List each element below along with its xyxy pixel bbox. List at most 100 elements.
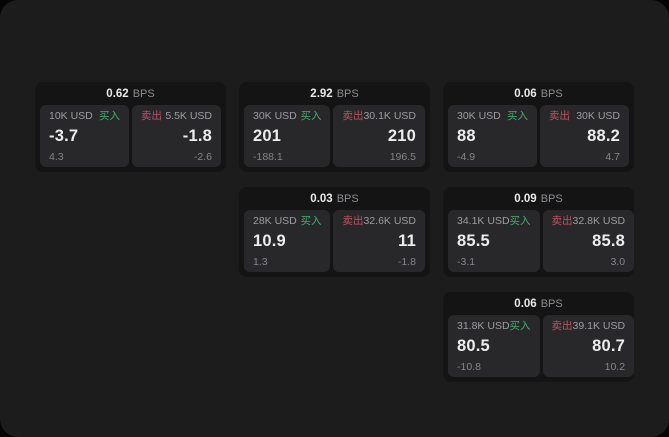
buy-size-label: 30K USD bbox=[253, 110, 297, 122]
sell-delta: 10.2 bbox=[604, 360, 626, 373]
quote-card: 2.92 BPS 30K USD 买入 201 -188.1 卖出 30.1K … bbox=[239, 82, 430, 172]
sell-panel-top: 卖出 32.8K USD bbox=[552, 216, 626, 227]
buy-tag: 买入 bbox=[300, 215, 322, 227]
sell-tag: 卖出 bbox=[551, 320, 573, 332]
bps-unit: BPS bbox=[540, 87, 563, 100]
sell-tag: 卖出 bbox=[551, 215, 573, 227]
sell-price: -1.8 bbox=[182, 127, 212, 146]
buy-panel-top: 30K USD 买入 bbox=[253, 111, 321, 122]
sell-panel[interactable]: 卖出 5.5K USD -1.8 -2.6 bbox=[132, 105, 221, 167]
spread-value: 2.92 bbox=[310, 87, 333, 100]
quote-panels: 30K USD 买入 88 -4.9 卖出 30K USD 88.2 4.7 bbox=[448, 105, 629, 167]
spread-header: 0.06 BPS bbox=[448, 82, 629, 105]
sell-price: 11 bbox=[398, 232, 416, 251]
buy-tag: 买入 bbox=[509, 215, 531, 227]
buy-delta: -3.1 bbox=[457, 255, 476, 268]
buy-size-label: 34.1K USD bbox=[457, 215, 510, 227]
buy-panel[interactable]: 28K USD 买入 10.9 1.3 bbox=[244, 210, 331, 272]
spread-value: 0.06 bbox=[514, 87, 537, 100]
quote-panels: 10K USD 买入 -3.7 4.3 卖出 5.5K USD -1.8 -2.… bbox=[40, 105, 221, 167]
spread-value: 0.06 bbox=[514, 297, 537, 310]
sell-tag: 卖出 bbox=[342, 110, 364, 122]
buy-panel-top: 10K USD 买入 bbox=[49, 111, 120, 122]
sell-size-label: 32.8K USD bbox=[572, 215, 626, 227]
sell-panel[interactable]: 卖出 32.6K USD 11 -1.8 bbox=[333, 210, 425, 272]
spread-value: 0.09 bbox=[514, 192, 537, 205]
sell-panel-top: 卖出 5.5K USD bbox=[141, 111, 212, 122]
spread-header: 0.62 BPS bbox=[40, 82, 221, 105]
spread-header: 0.03 BPS bbox=[244, 187, 425, 210]
quote-card: 0.03 BPS 28K USD 买入 10.9 1.3 卖出 32.6K US… bbox=[239, 187, 430, 277]
buy-delta: -4.9 bbox=[457, 150, 476, 163]
sell-delta: 4.7 bbox=[605, 150, 620, 163]
buy-price: 85.5 bbox=[457, 232, 490, 251]
buy-size-label: 30K USD bbox=[457, 110, 501, 122]
sell-panel-top: 卖出 30.1K USD bbox=[342, 111, 416, 122]
quote-card: 0.62 BPS 10K USD 买入 -3.7 4.3 卖出 5.5K USD… bbox=[35, 82, 226, 172]
buy-panel-top: 30K USD 买入 bbox=[457, 111, 528, 122]
sell-tag: 卖出 bbox=[141, 110, 162, 122]
spread-value: 0.03 bbox=[310, 192, 333, 205]
sell-panel-top: 卖出 30K USD bbox=[549, 111, 620, 122]
buy-tag: 买入 bbox=[99, 110, 120, 122]
sell-delta: -1.8 bbox=[397, 255, 416, 268]
sell-delta: -2.6 bbox=[193, 150, 212, 163]
bps-unit: BPS bbox=[540, 192, 563, 205]
quote-card: 0.06 BPS 31.8K USD 买入 80.5 -10.8 卖出 39.1… bbox=[443, 292, 635, 382]
quote-panels: 28K USD 买入 10.9 1.3 卖出 32.6K USD 11 -1.8 bbox=[244, 210, 425, 272]
quote-card: 0.06 BPS 30K USD 买入 88 -4.9 卖出 30K USD 8… bbox=[443, 82, 634, 172]
buy-tag: 买入 bbox=[507, 110, 528, 122]
buy-price: 80.5 bbox=[457, 337, 490, 356]
sell-tag: 卖出 bbox=[549, 110, 570, 122]
sell-tag: 卖出 bbox=[342, 215, 364, 227]
sell-delta: 3.0 bbox=[610, 255, 626, 268]
sell-price: 88.2 bbox=[587, 127, 620, 146]
buy-panel-top: 31.8K USD 买入 bbox=[457, 321, 531, 332]
buy-panel[interactable]: 34.1K USD 买入 85.5 -3.1 bbox=[448, 210, 540, 272]
buy-panel[interactable]: 31.8K USD 买入 80.5 -10.8 bbox=[448, 315, 540, 377]
buy-tag: 买入 bbox=[300, 110, 322, 122]
buy-delta: -10.8 bbox=[457, 360, 481, 373]
spread-header: 0.06 BPS bbox=[448, 292, 629, 315]
bps-unit: BPS bbox=[336, 87, 359, 100]
sell-size-label: 32.6K USD bbox=[363, 215, 416, 227]
sell-size-label: 39.1K USD bbox=[572, 320, 626, 332]
spread-header: 0.09 BPS bbox=[448, 187, 629, 210]
sell-price: 80.7 bbox=[592, 337, 626, 356]
buy-delta: 1.3 bbox=[253, 255, 268, 268]
sell-size-label: 30K USD bbox=[576, 110, 620, 122]
buy-delta: -188.1 bbox=[253, 150, 283, 163]
sell-panel[interactable]: 卖出 32.8K USD 85.8 3.0 bbox=[542, 210, 635, 272]
buy-price: 88 bbox=[457, 127, 476, 146]
sell-price: 85.8 bbox=[592, 232, 626, 251]
buy-size-label: 31.8K USD bbox=[457, 320, 510, 332]
buy-panel[interactable]: 30K USD 买入 201 -188.1 bbox=[244, 105, 331, 167]
sell-size-label: 30.1K USD bbox=[363, 110, 416, 122]
quotes-grid: 0.62 BPS 10K USD 买入 -3.7 4.3 卖出 5.5K USD… bbox=[35, 82, 635, 382]
buy-size-label: 28K USD bbox=[253, 215, 297, 227]
sell-panel[interactable]: 卖出 39.1K USD 80.7 10.2 bbox=[542, 315, 635, 377]
quote-panels: 30K USD 买入 201 -188.1 卖出 30.1K USD 210 1… bbox=[244, 105, 425, 167]
buy-tag: 买入 bbox=[509, 320, 531, 332]
sell-panel[interactable]: 卖出 30.1K USD 210 196.5 bbox=[333, 105, 425, 167]
quote-card: 0.09 BPS 34.1K USD 买入 85.5 -3.1 卖出 32.8K… bbox=[443, 187, 635, 277]
sell-price: 210 bbox=[387, 127, 416, 146]
buy-panel-top: 28K USD 买入 bbox=[253, 216, 321, 227]
buy-panel-top: 34.1K USD 买入 bbox=[457, 216, 531, 227]
quote-panels: 31.8K USD 买入 80.5 -10.8 卖出 39.1K USD 80.… bbox=[448, 315, 635, 377]
spread-value: 0.62 bbox=[106, 87, 129, 100]
bps-unit: BPS bbox=[132, 87, 155, 100]
buy-price: 201 bbox=[253, 127, 282, 146]
buy-panel[interactable]: 10K USD 买入 -3.7 4.3 bbox=[40, 105, 129, 167]
bps-unit: BPS bbox=[540, 297, 563, 310]
buy-panel[interactable]: 30K USD 买入 88 -4.9 bbox=[448, 105, 537, 167]
sell-panel-top: 卖出 39.1K USD bbox=[552, 321, 626, 332]
sell-panel[interactable]: 卖出 30K USD 88.2 4.7 bbox=[540, 105, 629, 167]
sell-delta: 196.5 bbox=[389, 150, 416, 163]
quote-panels: 34.1K USD 买入 85.5 -3.1 卖出 32.8K USD 85.8… bbox=[448, 210, 635, 272]
buy-size-label: 10K USD bbox=[49, 110, 93, 122]
buy-price: 10.9 bbox=[253, 232, 286, 251]
buy-price: -3.7 bbox=[49, 127, 79, 146]
bps-unit: BPS bbox=[336, 192, 359, 205]
